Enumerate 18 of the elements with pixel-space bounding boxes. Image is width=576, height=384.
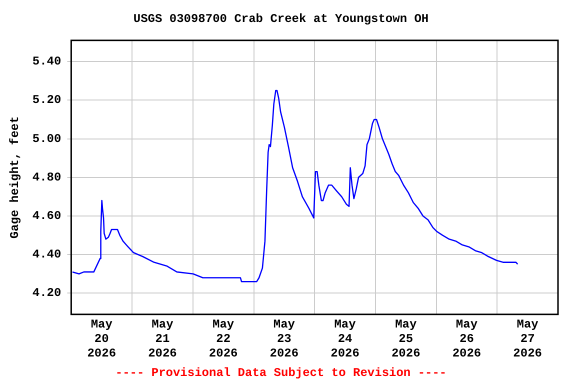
x-tick-label: May 23 2026: [270, 318, 299, 360]
y-tick-label: 4.60: [32, 209, 62, 224]
y-tick-label: 5.00: [32, 132, 62, 146]
chart-title: USGS 03098700 Crab Creek at Youngstown OH: [133, 12, 429, 26]
x-tick-label: May 26 2026: [452, 318, 482, 360]
y-tick-label: 4.40: [32, 248, 62, 262]
y-tick-label: 5.40: [32, 54, 62, 69]
y-tick-label: 4.20: [32, 286, 62, 300]
x-tick-label: May 25 2026: [391, 318, 420, 360]
x-tick-label: May 27 2026: [513, 318, 542, 360]
text: ---- Provisional Data Subject to Revision ----: [115, 366, 447, 380]
y-axis-title: Gage height, feet: [8, 116, 22, 239]
y-tick-label: 4.80: [32, 170, 62, 184]
x-tick-label: May 22 2026: [208, 318, 238, 360]
x-tick-label: May 20 2026: [87, 318, 116, 360]
y-tick-label: 5.20: [32, 93, 62, 108]
x-tick-label: May 24 2026: [330, 318, 360, 360]
x-tick-label: May 21 2026: [148, 318, 177, 360]
